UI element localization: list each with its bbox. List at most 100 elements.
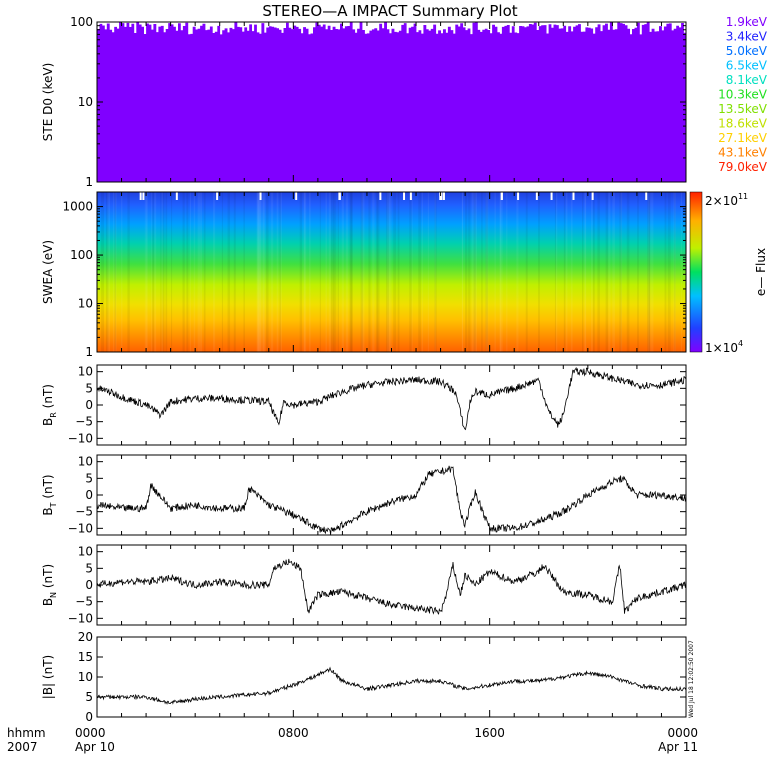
swea-stripe xyxy=(257,192,260,352)
y-tick-label: 10 xyxy=(78,455,93,469)
y-axis-label-sub: N xyxy=(49,592,58,598)
y-axis-label-main: B xyxy=(41,507,55,515)
swea-stripe xyxy=(256,192,260,352)
swea-stripe xyxy=(262,192,265,352)
y-tick-label: 0 xyxy=(85,398,93,412)
legend-entry: 13.5keV xyxy=(718,102,768,116)
swea-stripe xyxy=(565,192,568,352)
ste-panel: 1 10 100 STE D0 (keV) xyxy=(41,15,687,189)
swea-stripe xyxy=(468,192,471,352)
y-axis-label-main: |B| xyxy=(41,683,55,699)
swea-stripe xyxy=(485,192,489,352)
swea-stripe xyxy=(200,192,203,352)
swea-stripe xyxy=(650,192,654,352)
swea-stripe xyxy=(376,192,379,352)
legend-entry: 43.1keV xyxy=(718,146,768,160)
swea-stripe xyxy=(499,192,502,352)
y-tick-label: −5 xyxy=(75,415,93,429)
swea-stripe xyxy=(411,192,413,352)
panel-frame xyxy=(96,454,687,536)
y-tick-label: 0 xyxy=(85,710,93,724)
swea-stripe xyxy=(608,192,611,352)
legend-entry: 79.0keV xyxy=(718,160,768,174)
swea-spectrogram xyxy=(97,192,686,352)
y-tick-label: 15 xyxy=(78,650,93,664)
y-tick-label: 10 xyxy=(78,670,93,684)
swea-stripe xyxy=(308,192,311,352)
swea-stripe xyxy=(590,192,593,352)
swea-gap xyxy=(403,192,406,200)
y-tick-label: 0 xyxy=(85,488,93,502)
bt-panel: −10 −5 0 5 10 BT (nT) xyxy=(41,454,687,536)
swea-stripe xyxy=(330,192,333,352)
ste-band-0 xyxy=(97,22,687,182)
swea-stripe xyxy=(299,192,303,352)
time-tick-date: Apr 11 xyxy=(658,740,698,754)
colorbar-min-base: 1×10 xyxy=(705,341,738,355)
swea-stripe xyxy=(563,192,566,352)
swea-stripe xyxy=(584,192,587,352)
swea-stripe xyxy=(637,192,639,352)
y-tick-label: 1 xyxy=(85,345,93,359)
time-tick-label: 0800 xyxy=(278,726,309,740)
y-axis-label: STE D0 (keV) xyxy=(41,63,55,142)
swea-stripe xyxy=(597,192,600,352)
colorbar-max-exp: 11 xyxy=(738,192,748,201)
swea-stripe xyxy=(161,192,163,352)
swea-stripe xyxy=(319,192,321,352)
swea-stripe xyxy=(388,192,392,352)
colorbar-scale xyxy=(689,191,703,353)
swea-stripe xyxy=(182,192,185,352)
swea-gap xyxy=(175,192,178,200)
y-axis-label-main: B xyxy=(41,418,55,426)
y-axis-label: |B| (nT) xyxy=(41,655,55,699)
y-axis-label-sub: R xyxy=(49,412,58,418)
swea-stripe xyxy=(674,192,676,352)
legend-entry: 3.4keV xyxy=(726,30,768,44)
swea-stripe xyxy=(127,192,130,352)
swea-stripe xyxy=(263,192,266,352)
swea-stripe xyxy=(434,192,437,352)
swea-stripe xyxy=(266,192,269,352)
swea-gap xyxy=(591,192,594,200)
y-axis-label-unit: (nT) xyxy=(41,474,55,502)
swea-stripe xyxy=(619,192,622,352)
y-axis-label: SWEA (eV) xyxy=(41,240,55,304)
y-tick-label: −10 xyxy=(68,431,93,445)
swea-gap xyxy=(500,192,503,200)
colorbar-title: e— Flux xyxy=(754,248,768,296)
y-axis-label: BR (nT) xyxy=(41,384,58,426)
swea-stripe xyxy=(227,192,231,352)
swea-stripe xyxy=(673,192,676,352)
swea-stripe xyxy=(421,192,423,352)
time-axis-label-line1: hhmm xyxy=(7,726,46,740)
swea-stripe xyxy=(221,192,223,352)
swea-stripe xyxy=(333,192,337,352)
swea-stripe xyxy=(471,192,474,352)
swea-stripe xyxy=(144,192,148,352)
swea-stripe xyxy=(154,192,157,352)
y-axis-label-unit: (nT) xyxy=(41,655,55,683)
swea-stripe xyxy=(276,192,279,352)
swea-gap xyxy=(535,192,538,200)
y-axis-label-unit: (nT) xyxy=(41,384,55,412)
timestamp-label: Wed Jul 18 12:02:50 2007 xyxy=(688,640,695,718)
br-panel: −10 −5 0 5 10 BR (nT) xyxy=(41,364,687,446)
swea-stripe xyxy=(193,192,196,352)
swea-stripe xyxy=(393,192,397,352)
y-tick-label: −10 xyxy=(68,611,93,625)
swea-stripe xyxy=(212,192,216,352)
y-tick-label: 0 xyxy=(85,578,93,592)
swea-stripe xyxy=(612,192,615,352)
panel-frame xyxy=(96,544,687,626)
swea-stripe xyxy=(112,192,115,352)
swea-gap xyxy=(259,192,262,200)
y-axis-label: BN (nT) xyxy=(41,564,58,606)
panel-frame xyxy=(96,364,687,446)
y-axis-label-sub: T xyxy=(49,502,58,508)
y-tick-label: 5 xyxy=(85,561,93,575)
swea-stripe xyxy=(620,192,623,352)
swea-stripe xyxy=(361,192,365,352)
swea-stripe xyxy=(160,192,162,352)
swea-stripe xyxy=(570,192,573,352)
